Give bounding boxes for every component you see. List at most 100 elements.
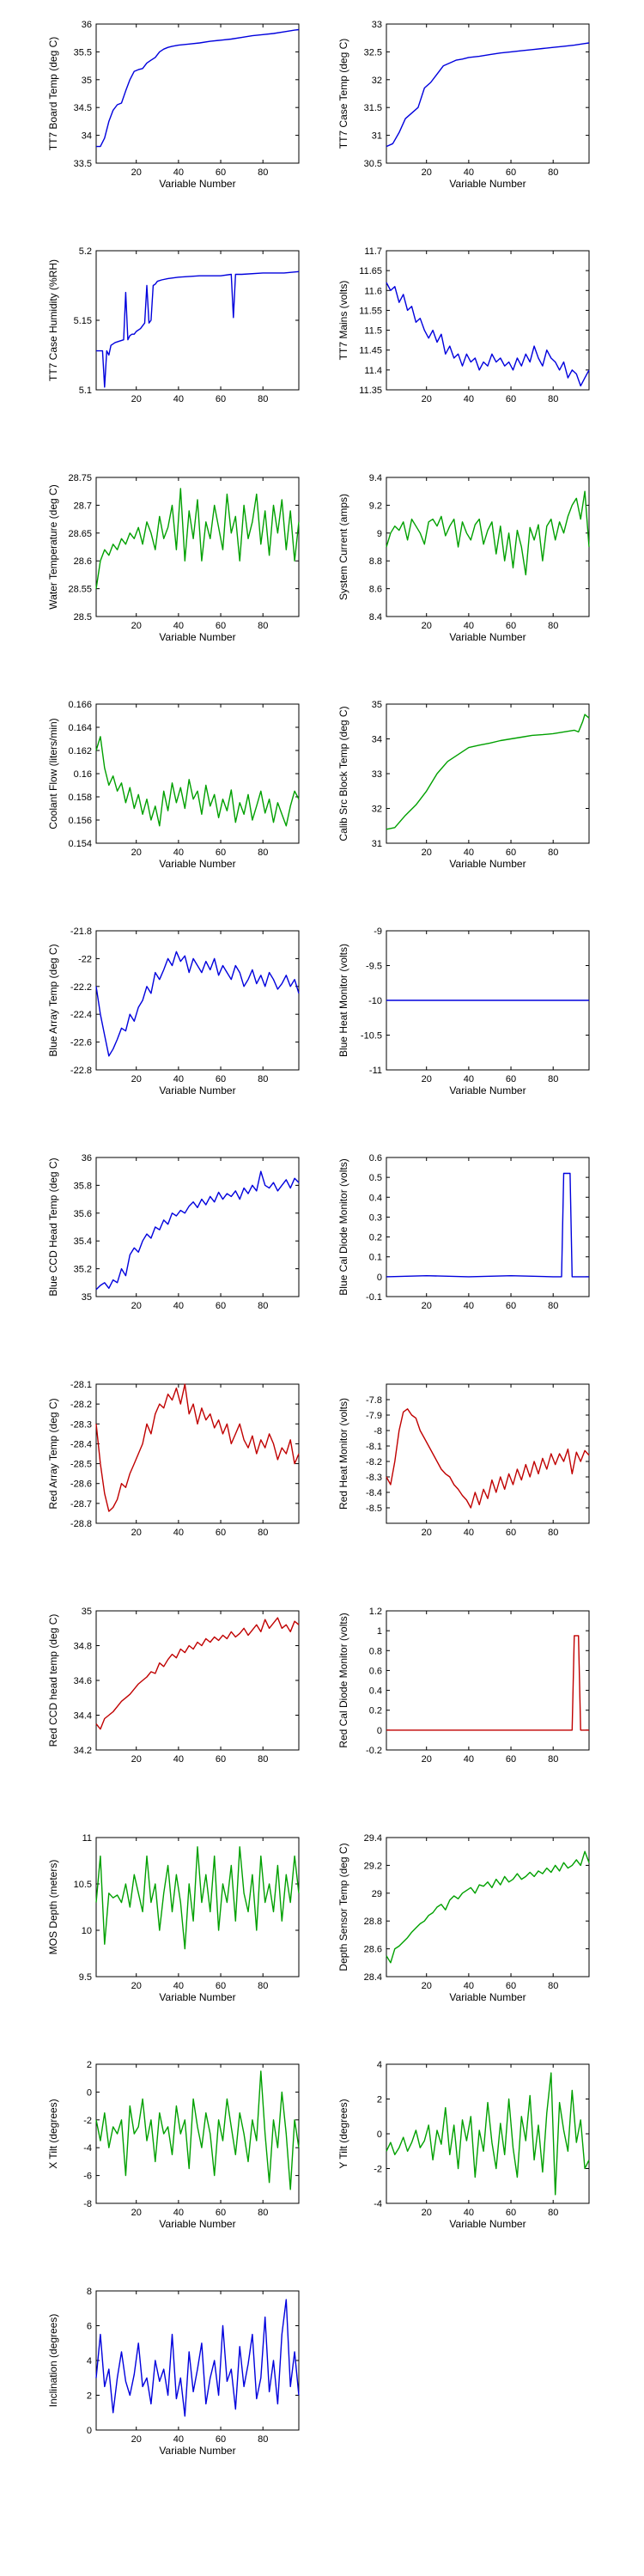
chart-panel-8: 20 40 60 80 31 32 33 34 35 Variable Number Calib S… bbox=[337, 700, 590, 870]
y-tick-label: 28.8 bbox=[364, 1917, 382, 1927]
x-tick-label: 80 bbox=[548, 394, 558, 404]
y-tick-label: -10.5 bbox=[361, 1031, 382, 1042]
x-tick-label: 60 bbox=[216, 1981, 226, 1991]
y-tick-label: 0.4 bbox=[369, 1686, 382, 1697]
y-tick-label: -28.4 bbox=[70, 1439, 92, 1449]
x-tick-label: 20 bbox=[131, 621, 142, 631]
y-tick-label: -28.5 bbox=[70, 1460, 92, 1470]
y-tick-label: 0.158 bbox=[68, 793, 92, 803]
y-axis-label: Blue Array Temp (deg C) bbox=[47, 944, 59, 1056]
x-tick-label: 40 bbox=[464, 1074, 474, 1084]
chart-panel-1: 20 40 60 80 33.5 34 34.5 35 35.5 36 Variable Numbe… bbox=[47, 20, 300, 190]
y-axis-label: Inclination (degrees) bbox=[47, 2314, 59, 2408]
y-tick-label: -11 bbox=[369, 1066, 382, 1076]
x-tick-label: 20 bbox=[131, 1074, 142, 1084]
y-tick-label: 11.5 bbox=[364, 326, 382, 337]
y-tick-label: 35 bbox=[82, 76, 92, 86]
y-tick-label: -8 bbox=[83, 2199, 92, 2209]
x-tick-label: 40 bbox=[464, 394, 474, 404]
chart-panel-20: 20 40 60 80 -4 -2 0 2 4 Variable Number Y Tilt (de… bbox=[337, 2060, 590, 2230]
series-line bbox=[386, 2072, 590, 2196]
chart-panel-15: 20 40 60 80 34.2 34.4 34.6 34.8 35 Red CCD head t… bbox=[47, 1607, 300, 1765]
x-tick-label: 40 bbox=[173, 1528, 184, 1538]
y-tick-label: 0.164 bbox=[68, 723, 92, 733]
y-tick-label: 28.55 bbox=[68, 585, 92, 595]
x-tick-label: 60 bbox=[216, 394, 226, 404]
y-tick-label: 34.4 bbox=[74, 1711, 92, 1722]
x-tick-label: 20 bbox=[131, 2208, 142, 2218]
y-tick-label: -28.1 bbox=[70, 1380, 92, 1390]
x-tick-label: 60 bbox=[506, 2208, 516, 2218]
y-axis-label: Coolant Flow (liters/min) bbox=[47, 718, 59, 829]
chart-panel-13: 20 40 60 80 -28.8 -28.7 -28.6 -28.5 -28.4 -28.3 -2… bbox=[47, 1380, 300, 1538]
series-line bbox=[386, 1850, 590, 1964]
axes-box bbox=[95, 1157, 300, 1297]
x-tick-label: 80 bbox=[258, 1981, 268, 1991]
chart-panel-18: 20 40 60 80 28.4 28.6 28.8 29 29.2 29.4 Variable N… bbox=[337, 1833, 590, 2003]
x-tick-label: 80 bbox=[258, 1754, 268, 1765]
y-tick-label: -0.1 bbox=[366, 1292, 382, 1303]
y-axis-label: Calib Src Block Temp (deg C) bbox=[337, 706, 349, 841]
axes-box bbox=[95, 703, 300, 844]
x-tick-label: 60 bbox=[216, 1528, 226, 1538]
y-tick-label: -4 bbox=[374, 2199, 382, 2209]
y-tick-label: 35 bbox=[372, 700, 382, 710]
y-tick-label: 35 bbox=[82, 1292, 92, 1303]
series-line bbox=[386, 1635, 589, 1731]
y-tick-label: -28.6 bbox=[70, 1479, 92, 1490]
x-axis-label: Variable Number bbox=[449, 1991, 526, 2003]
x-tick-label: 20 bbox=[131, 848, 142, 858]
y-tick-label: 31.5 bbox=[364, 103, 382, 113]
series-line bbox=[96, 270, 300, 388]
x-tick-label: 60 bbox=[506, 167, 516, 178]
y-tick-label: 36 bbox=[82, 20, 92, 30]
y-tick-label: -6 bbox=[83, 2172, 92, 2182]
y-tick-label: 0.16 bbox=[74, 769, 92, 780]
x-tick-label: 80 bbox=[258, 1301, 268, 1311]
y-tick-label: 0.5 bbox=[369, 1173, 382, 1183]
y-tick-label: 28.6 bbox=[74, 556, 92, 567]
y-tick-label: 0.2 bbox=[369, 1706, 382, 1716]
chart-panel-5: 20 40 60 80 28.5 28.55 28.6 28.65 28.7 28.75 Varia… bbox=[47, 473, 300, 643]
y-tick-label: -8.5 bbox=[366, 1504, 382, 1514]
y-tick-label: 35.2 bbox=[74, 1265, 92, 1275]
x-tick-label: 20 bbox=[131, 2434, 142, 2445]
y-tick-label: -8.1 bbox=[366, 1442, 382, 1452]
y-tick-label: -10 bbox=[368, 996, 382, 1006]
y-tick-label: 11.35 bbox=[359, 386, 382, 396]
x-tick-label: 80 bbox=[548, 2208, 558, 2218]
x-tick-label: 40 bbox=[173, 1074, 184, 1084]
y-tick-label: -8 bbox=[374, 1426, 382, 1437]
series-line bbox=[95, 736, 300, 827]
y-axis-label: TT7 Case Temp (deg C) bbox=[337, 39, 349, 149]
x-tick-label: 20 bbox=[422, 1981, 432, 1991]
x-tick-label: 20 bbox=[131, 167, 142, 178]
chart-panel-14: 20 40 60 80 -8.5 -8.4 -8.3 -8.2 -8.1 -8 -7.9 -7.8 Re… bbox=[337, 1383, 590, 1538]
y-tick-label: 34.6 bbox=[74, 1676, 92, 1686]
x-axis-label: Variable Number bbox=[159, 1084, 235, 1097]
chart-panel-17: 20 40 60 80 9.5 10 10.5 11 Variable Number MOS De… bbox=[47, 1833, 300, 2003]
axes-box bbox=[386, 250, 590, 391]
y-tick-label: 8.6 bbox=[369, 585, 382, 595]
x-tick-label: 80 bbox=[258, 2208, 268, 2218]
x-tick-label: 40 bbox=[173, 167, 184, 178]
y-tick-label: -22 bbox=[78, 954, 92, 964]
y-tick-label: -9 bbox=[374, 927, 382, 937]
axes-box bbox=[386, 703, 590, 844]
y-tick-label: 0 bbox=[377, 2129, 382, 2140]
x-axis-label: Variable Number bbox=[449, 178, 526, 190]
y-tick-label: 9.4 bbox=[369, 473, 382, 483]
y-tick-label: 0.156 bbox=[68, 816, 92, 826]
series-line bbox=[95, 2299, 300, 2417]
y-tick-label: 8.4 bbox=[369, 612, 382, 623]
x-tick-label: 40 bbox=[464, 848, 474, 858]
y-tick-label: 10.5 bbox=[74, 1880, 92, 1890]
chart-panel-12: 20 40 60 80 -0.1 0 0.1 0.2 0.3 0.4 0.5 0.6 Blue Cal … bbox=[337, 1153, 590, 1311]
x-tick-label: 80 bbox=[548, 167, 558, 178]
y-tick-label: 36 bbox=[82, 1153, 92, 1163]
series-line bbox=[386, 714, 590, 830]
axes-box bbox=[386, 23, 590, 164]
y-tick-label: 0.3 bbox=[369, 1212, 382, 1223]
x-tick-label: 80 bbox=[548, 1301, 558, 1311]
y-tick-label: -21.8 bbox=[70, 927, 92, 937]
